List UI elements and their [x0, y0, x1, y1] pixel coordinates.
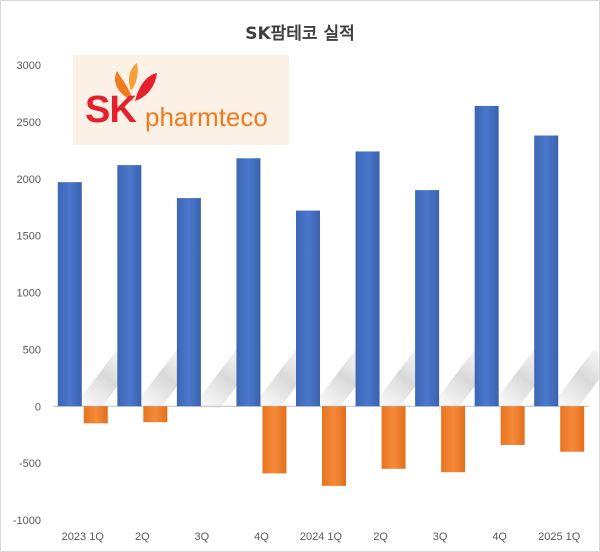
- revenue-bar-8: [534, 135, 559, 407]
- revenue-bar-7: [474, 105, 499, 407]
- operating-profit-bar-6: [441, 406, 466, 473]
- y-tick-label-1: -500: [19, 458, 41, 470]
- x-category-label-4: 2024 1Q: [300, 531, 343, 543]
- y-tick-label-6: 2000: [17, 174, 41, 186]
- revenue-bar-2: [176, 198, 201, 407]
- x-category-label-6: 3Q: [433, 531, 448, 543]
- operating-profit-bar-7: [500, 406, 525, 445]
- revenue-bar-6: [415, 190, 440, 407]
- butterfly-logo-icon: [114, 63, 157, 101]
- x-category-label-0: 2023 1Q: [62, 531, 105, 543]
- sk-pharmteco-logo: SK pharmteco: [73, 55, 289, 145]
- label-layer: 2023 1Q 2Q 3Q 4Q 2024 1Q 2Q 3Q 4Q 2025 1Q: [62, 531, 581, 543]
- y-tick-label-8: 3000: [17, 60, 41, 72]
- revenue-bar-4: [296, 210, 320, 407]
- x-category-label-1: 2Q: [135, 531, 150, 543]
- y-tick-label-3: 500: [23, 344, 41, 356]
- y-tick-label-2: 0: [35, 401, 41, 413]
- x-category-label-2: 3Q: [195, 531, 210, 543]
- y-tick-label-5: 1500: [17, 231, 41, 243]
- bar-shadows: [72, 350, 599, 409]
- revenue-bar-5: [355, 151, 380, 407]
- operating-profit-bar-3: [262, 406, 287, 474]
- logo-sk-text: SK: [85, 89, 137, 131]
- y-tick-label-0: -1000: [13, 515, 41, 527]
- x-category-label-8: 2025 1Q: [538, 531, 581, 543]
- x-category-label-3: 4Q: [254, 531, 269, 543]
- chart-title: SK팜테코 실적: [245, 24, 355, 44]
- bar-shadow-8: [549, 350, 599, 409]
- revenue-bar-3: [236, 158, 261, 407]
- operating-profit-bar-1: [143, 406, 168, 423]
- revenue-bar-0: [57, 182, 82, 407]
- y-tick-label-7: 2500: [17, 117, 41, 129]
- operating-profit-bar-5: [381, 406, 406, 469]
- logo-wordmark-text: pharmteco: [145, 102, 268, 132]
- y-tick-label-4: 1000: [17, 288, 41, 300]
- operating-profit-bar-0: [83, 406, 108, 424]
- axis-layer: -1000 -500 0 500 1000 1500 2000 2500 3000: [13, 60, 589, 527]
- operating-profit-bar-8: [560, 406, 585, 452]
- operating-profit-bar-4: [322, 406, 346, 486]
- x-category-label-7: 4Q: [492, 531, 507, 543]
- x-category-label-5: 2Q: [373, 531, 388, 543]
- bar-layer: [57, 105, 585, 486]
- revenue-bar-1: [117, 165, 142, 407]
